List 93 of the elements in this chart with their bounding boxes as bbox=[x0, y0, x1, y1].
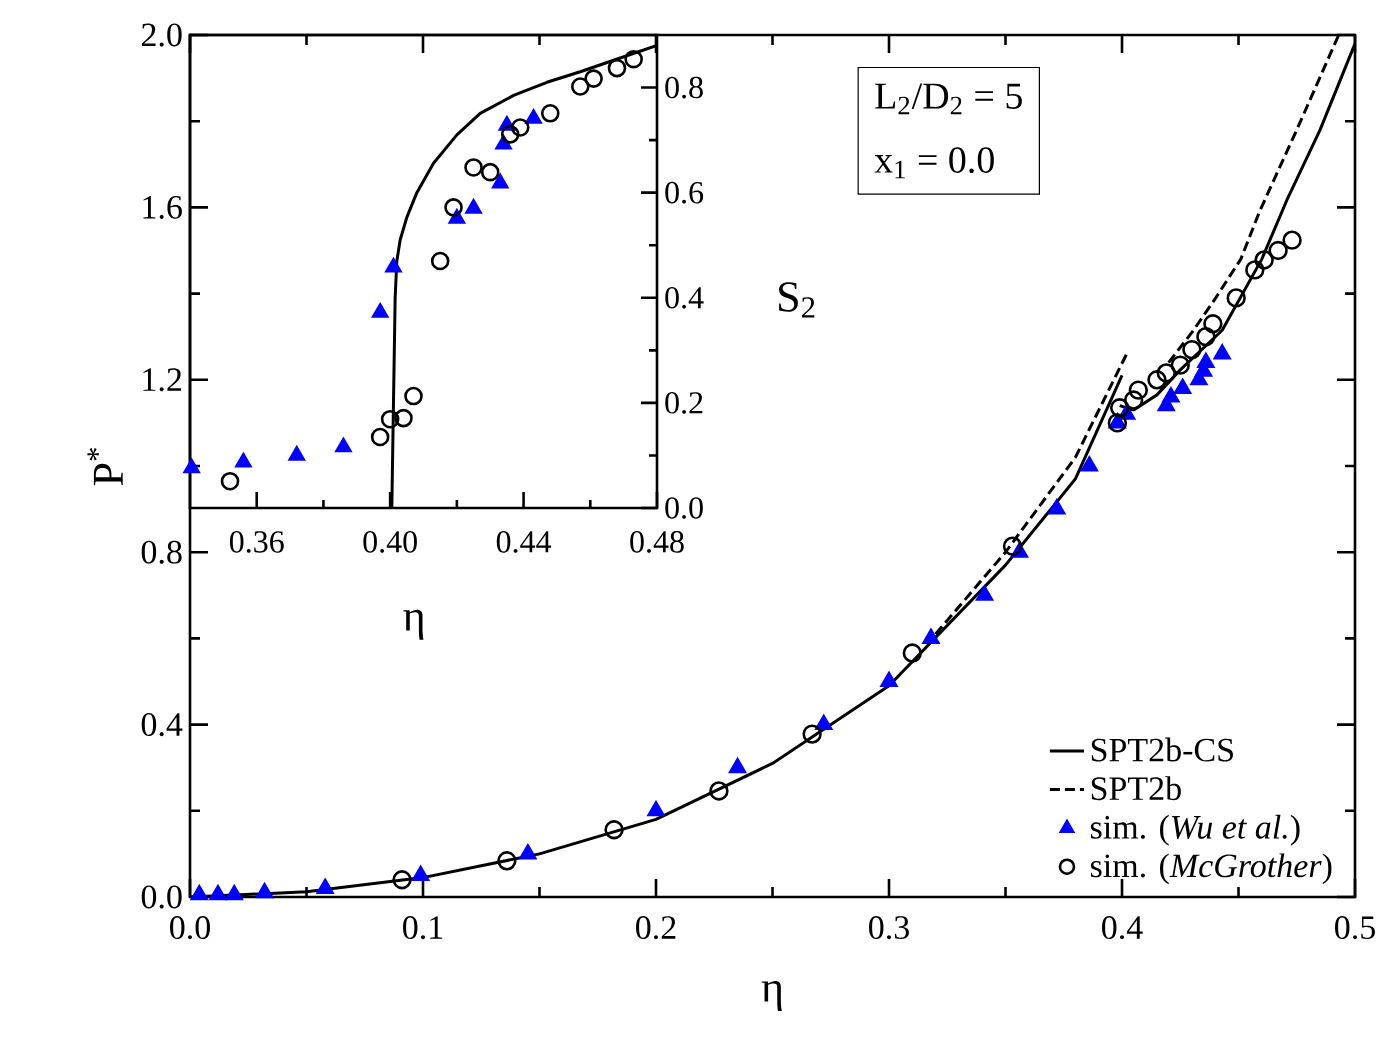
y-tick-label: 0.4 bbox=[141, 713, 183, 737]
point bbox=[1048, 499, 1066, 515]
y-tick-label: 0.8 bbox=[665, 76, 703, 99]
point bbox=[370, 427, 390, 447]
point bbox=[220, 471, 240, 491]
point bbox=[728, 758, 747, 774]
point bbox=[371, 303, 389, 318]
x-tick-label: 0.3 bbox=[869, 916, 909, 940]
point bbox=[1109, 398, 1130, 418]
point bbox=[624, 49, 643, 69]
point bbox=[209, 885, 227, 901]
point bbox=[570, 77, 590, 96]
y-tick-label: 0.4 bbox=[665, 286, 704, 309]
point bbox=[1128, 380, 1149, 400]
point bbox=[464, 158, 483, 177]
y-axis-title: S$_{2}$ bbox=[779, 282, 815, 318]
legend-label: sim. (McGrother) bbox=[1090, 853, 1332, 885]
point bbox=[1282, 230, 1302, 250]
point bbox=[1268, 240, 1288, 261]
annotation: L$_{2}$/D$_{2}$ = 5 bbox=[875, 83, 1022, 115]
point bbox=[1196, 327, 1216, 347]
y-tick-label: 1.6 bbox=[143, 195, 182, 219]
point bbox=[1080, 456, 1098, 472]
point bbox=[492, 173, 509, 189]
y-tick-label: 2.0 bbox=[141, 23, 182, 47]
y-tick-label: 0.0 bbox=[665, 497, 703, 519]
point bbox=[1170, 355, 1190, 375]
x-tick-label: 0.5 bbox=[1335, 916, 1375, 940]
point bbox=[802, 724, 822, 744]
point bbox=[404, 386, 423, 406]
point bbox=[430, 251, 450, 271]
point bbox=[525, 109, 542, 124]
point bbox=[1182, 339, 1202, 360]
x-tick-label: 0.36 bbox=[229, 531, 284, 553]
x-tick-label: 0.44 bbox=[496, 531, 552, 553]
point bbox=[510, 118, 530, 137]
point bbox=[1123, 390, 1144, 410]
x-axis-title: η bbox=[403, 609, 424, 640]
x-tick-label: 0.0 bbox=[170, 916, 210, 940]
point bbox=[335, 437, 352, 453]
legend-label: sim. (Wu et al.) bbox=[1090, 814, 1300, 846]
point bbox=[288, 446, 305, 461]
y-tick-label: 0.0 bbox=[141, 885, 182, 909]
point bbox=[1213, 344, 1231, 360]
point bbox=[1226, 288, 1246, 308]
point bbox=[1147, 370, 1167, 390]
point bbox=[1203, 314, 1223, 334]
point bbox=[1162, 387, 1180, 403]
y-tick-label: 0.6 bbox=[665, 181, 704, 204]
point bbox=[465, 199, 482, 214]
point bbox=[519, 844, 537, 860]
point bbox=[394, 408, 413, 428]
point bbox=[815, 714, 833, 731]
point bbox=[385, 258, 402, 273]
point bbox=[709, 781, 729, 801]
point bbox=[922, 628, 940, 644]
point bbox=[1197, 352, 1215, 369]
x-tick-label: 0.40 bbox=[363, 531, 417, 553]
point bbox=[255, 882, 274, 899]
point bbox=[380, 409, 400, 429]
point bbox=[1174, 378, 1192, 394]
point bbox=[607, 58, 627, 78]
point bbox=[444, 198, 463, 217]
point bbox=[183, 458, 200, 474]
point bbox=[190, 885, 208, 901]
point bbox=[540, 104, 560, 123]
point bbox=[902, 643, 922, 663]
y-tick-label: 1.2 bbox=[143, 368, 182, 392]
y-tick-label: 0.2 bbox=[665, 392, 703, 414]
point bbox=[480, 162, 500, 182]
point bbox=[235, 452, 252, 468]
point bbox=[975, 585, 994, 601]
point bbox=[316, 878, 334, 894]
y-tick-label: 0.8 bbox=[141, 540, 182, 564]
x-tick-label: 0.1 bbox=[403, 916, 443, 940]
point bbox=[1254, 250, 1274, 270]
point bbox=[584, 69, 603, 88]
x-tick-label: 0.48 bbox=[630, 531, 684, 553]
x-tick-label: 0.2 bbox=[636, 916, 676, 940]
x-axis-title: η bbox=[761, 980, 782, 1011]
annotation: x$_{1}$ = 0.0 bbox=[874, 147, 994, 179]
legend-label: SPT2b-CS bbox=[1091, 737, 1233, 762]
point bbox=[880, 671, 898, 687]
point bbox=[412, 865, 430, 881]
point bbox=[1156, 363, 1176, 383]
point bbox=[225, 885, 243, 901]
legend-label: SPT2b bbox=[1091, 776, 1181, 801]
x-tick-label: 0.4 bbox=[1102, 916, 1143, 940]
y-axis-title: P$^{*}$ bbox=[87, 448, 123, 486]
point bbox=[647, 801, 665, 817]
point bbox=[1245, 260, 1265, 280]
point bbox=[500, 125, 520, 144]
point bbox=[1002, 536, 1023, 556]
